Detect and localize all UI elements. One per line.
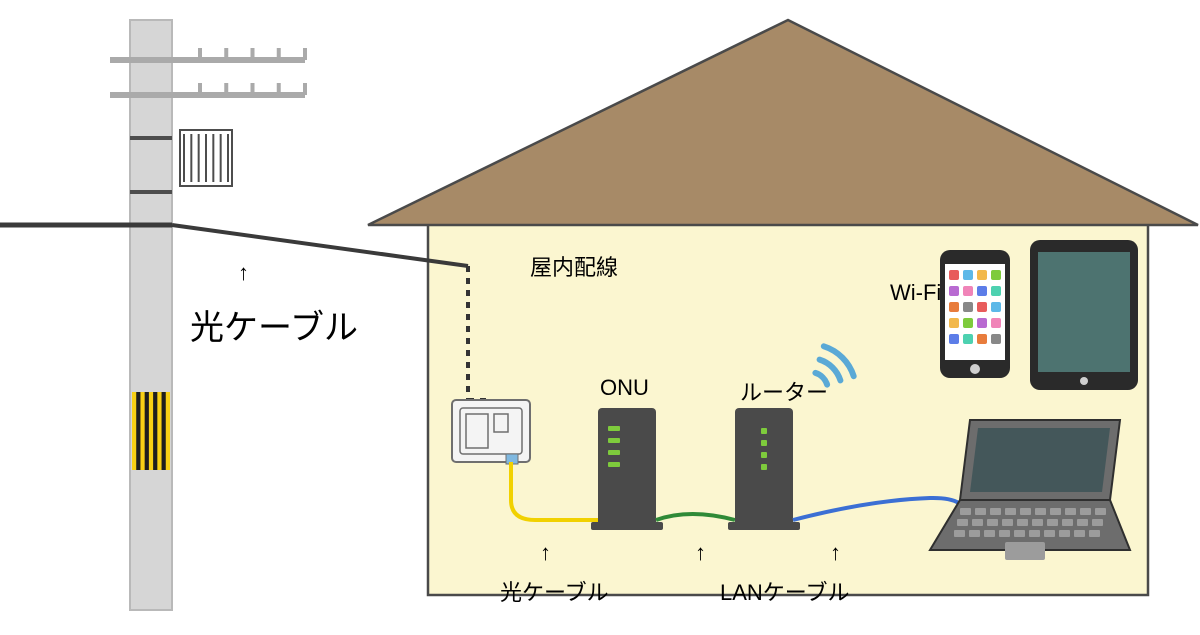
optical-cable-to-house (172, 225, 468, 266)
main-cable-label: 光ケーブル (190, 300, 358, 349)
tablet-icon (1030, 240, 1138, 390)
lan-arrow-2: ↑ (830, 540, 841, 566)
onu-icon (598, 408, 656, 528)
diagram-svg (0, 0, 1200, 630)
onu-label: ONU (600, 375, 649, 401)
diagram-stage: ↑ 光ケーブル 屋内配線 ONU ルーター Wi-Fi ↑ 光ケーブル ↑ ↑ … (0, 0, 1200, 630)
wifi-label: Wi-Fi (890, 280, 941, 306)
lan-label: LANケーブル (720, 575, 849, 607)
smartphone-icon (940, 250, 1010, 378)
house-roof (368, 20, 1198, 225)
optical-outlet-icon (452, 400, 530, 462)
optical-inside-arrow: ↑ (540, 540, 551, 566)
indoor-wiring-label: 屋内配線 (530, 250, 618, 282)
optical-inside-label: 光ケーブル (500, 575, 609, 607)
lan-arrow-1: ↑ (695, 540, 706, 566)
main-cable-arrow: ↑ (238, 260, 249, 286)
router-label: ルーター (740, 375, 828, 407)
utility-pole (130, 20, 172, 610)
